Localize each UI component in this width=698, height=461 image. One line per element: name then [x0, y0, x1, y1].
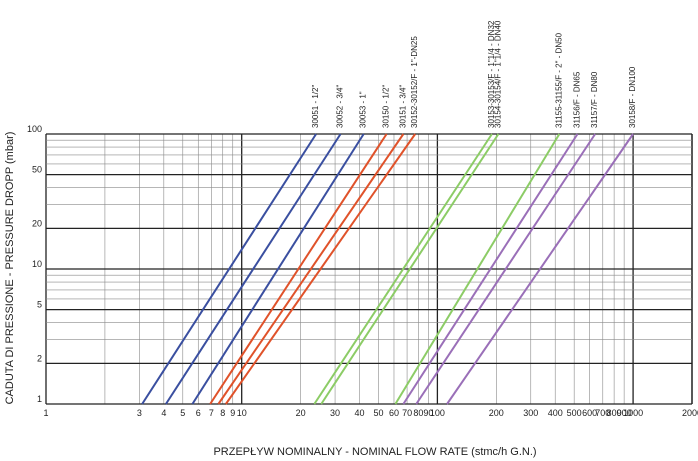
x-tick-label: 500 — [567, 408, 582, 418]
y-tick-label: 100 — [27, 124, 42, 134]
x-tick-label: 80 — [413, 408, 423, 418]
series-label: 31157/F - DN80 — [590, 71, 599, 128]
y-axis-ticks: 1 2 5 10 20 50 100 — [27, 124, 42, 404]
series-line — [165, 133, 342, 405]
x-tick-label: 400 — [548, 408, 563, 418]
series-label: 30151 - 3/4" — [398, 85, 407, 128]
series-label: 30051 - 1/2" — [311, 85, 320, 128]
x-tick-label: 200 — [489, 408, 504, 418]
series-line — [313, 133, 493, 405]
y-tick-label: 20 — [32, 218, 42, 228]
x-tick-label: 30 — [330, 408, 340, 418]
series-label: 30153-30153/F - 1"1/4 - DN32 — [487, 20, 496, 128]
y-tick-label: 2 — [37, 353, 42, 363]
x-tick-label: 50 — [373, 408, 383, 418]
x-axis-title: PRZEPŁYW NOMINALNY - NOMINAL FLOW RATE (… — [213, 446, 536, 458]
series-line — [415, 133, 596, 405]
series-label: 31155-31155/F - 2" - DN50 — [554, 32, 563, 128]
x-tick-label: 100 — [430, 408, 445, 418]
x-tick-label: 7 — [209, 408, 214, 418]
x-tick-label: 4 — [161, 408, 166, 418]
series-line — [217, 133, 405, 405]
chart-grid — [45, 133, 693, 405]
x-tick-label: 60 — [389, 408, 399, 418]
x-tick-label: 70 — [402, 408, 412, 418]
x-tick-label: 9 — [230, 408, 235, 418]
x-tick-label: 90 — [423, 408, 433, 418]
series-labels: 30051 - 1/2" 30052 - 3/4" 30053 - 1" 30150 … — [311, 20, 637, 128]
series-line — [141, 133, 317, 405]
series-line — [394, 133, 561, 405]
series-line — [225, 133, 416, 405]
y-tick-label: 5 — [37, 300, 42, 310]
x-tick-label: 20 — [296, 408, 306, 418]
x-tick-label: 800 — [607, 408, 622, 418]
y-tick-label: 50 — [32, 165, 42, 175]
series-lines — [141, 133, 634, 405]
y-tick-label: 10 — [32, 259, 42, 269]
x-tick-label: 700 — [595, 408, 610, 418]
series-label: 30154-30154/F - 1"1/4 - DN40 — [493, 20, 502, 128]
x-tick-label: 10 — [237, 408, 247, 418]
series-line — [320, 133, 500, 405]
x-tick-label: 5 — [180, 408, 185, 418]
series-label: 30158/F - DN100 — [628, 66, 637, 128]
x-tick-label: 40 — [355, 408, 365, 418]
series-label: 31156/F - DN65 — [573, 71, 582, 128]
x-tick-label: 600 — [582, 408, 597, 418]
x-tick-label: 6 — [196, 408, 201, 418]
x-tick-label: 2000 — [682, 408, 698, 418]
x-tick-label: 8 — [220, 408, 225, 418]
series-line — [209, 133, 388, 405]
series-line — [402, 133, 579, 405]
series-label: 30052 - 3/4" — [336, 85, 345, 128]
y-tick-label: 1 — [37, 394, 42, 404]
x-tick-label: 1 — [43, 408, 48, 418]
series-line — [191, 133, 365, 405]
x-tick-label: 1000 — [623, 408, 643, 418]
series-line — [446, 133, 634, 405]
x-tick-label: 300 — [523, 408, 538, 418]
y-axis-title: CADUTA DI PRESSIONE - PRESSURE DROPP (mb… — [4, 132, 16, 405]
x-tick-label: 3 — [137, 408, 142, 418]
series-label: 30150 - 1/2" — [382, 85, 391, 128]
series-label: 30152-30152/F - 1"-DN25 — [410, 36, 419, 128]
series-label: 30053 - 1" — [359, 91, 368, 128]
x-tick-label: 900 — [617, 408, 632, 418]
